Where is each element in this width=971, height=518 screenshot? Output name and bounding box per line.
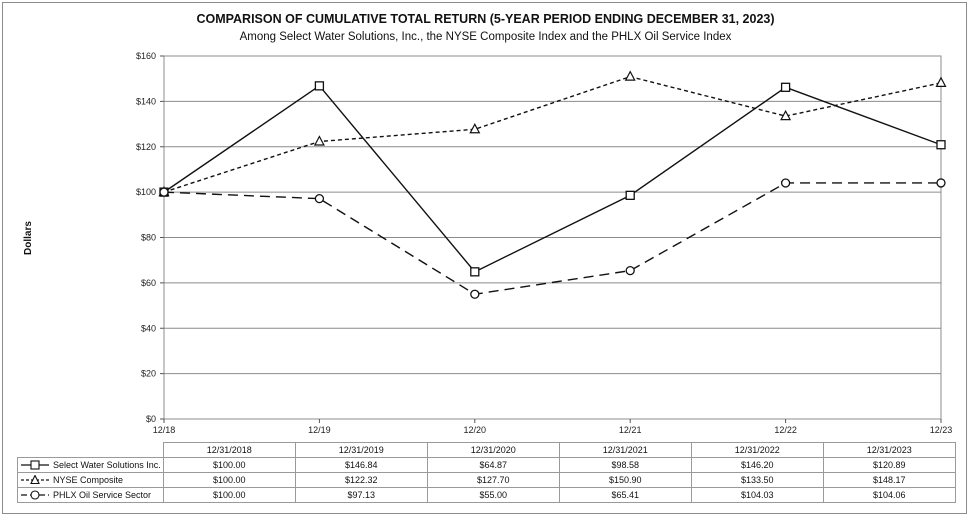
x-tick-label: 12/21 [619,425,642,435]
table-cell: $146.20 [690,457,824,473]
series-1-point [936,140,946,150]
legend-key [21,490,49,500]
chart-subtitle: Among Select Water Solutions, Inc., the … [239,31,732,43]
table-cell: $55.00 [426,487,560,503]
y-tick-label: $160 [136,51,156,61]
y-tick-label: $0 [146,414,156,424]
series-3-point [625,265,635,276]
table-cell: $133.50 [690,472,824,488]
table-column-header: 12/31/2021 [558,442,692,458]
y-tick-label: $100 [136,187,156,197]
table-cell: $146.84 [294,457,428,473]
table-row: NYSE Composite $100.00 $122.32 $127.70 $150.… [17,472,956,488]
table-cell: $104.06 [822,487,956,503]
table-column-header: 12/31/2018 [162,442,296,458]
table-row: PHLX Oil Service Sector $100.00 $97.13 $55.… [17,487,956,503]
legend-label: NYSE Composite [53,474,124,485]
table-column-header: 12/31/2022 [690,442,824,458]
table-corner [18,443,164,458]
series-3-point [314,193,325,204]
series-2-point [935,76,947,87]
series-3-point [780,178,791,188]
table-cell: $104.03 [690,487,824,503]
series-line-1 [163,84,942,273]
data-table: 12/31/2018 12/31/2019 12/31/2020 12/31/2021… [17,442,956,503]
series-3-point [470,289,480,299]
table-cell: $148.17 [822,472,956,488]
legend-key [21,460,49,470]
series-2-point [780,109,792,121]
y-tick-label: $40 [141,323,156,333]
table-column-header: 12/31/2023 [822,442,956,458]
series-1-point [625,190,635,200]
series-1-point [470,267,480,277]
series-line-2 [163,75,942,193]
series-3-point [159,187,169,197]
series-1-point [780,82,791,92]
table-cell: $127.70 [426,472,560,488]
series-1-point [314,81,325,91]
table-cell: $97.13 [294,487,428,503]
legend-label: PHLX Oil Service Sector [53,489,152,500]
table-cell: $150.90 [558,472,692,488]
x-tick-label: 12/22 [774,425,797,435]
series-2-point [469,122,481,134]
series-3-point [936,178,946,188]
series-2-point [313,135,325,146]
x-tick-label: 12/19 [308,425,331,435]
y-tick-label: $20 [141,369,156,379]
y-tick-label: $140 [136,96,156,106]
table-header-row: 12/31/2018 12/31/2019 12/31/2020 12/31/2021… [18,442,956,458]
x-tick-label: 12/23 [930,425,953,435]
table-cell: $122.32 [294,472,428,488]
y-tick-label: $80 [141,233,156,243]
legend-label: Select Water Solutions Inc. [53,459,161,470]
chart-title: COMPARISON OF CUMULATIVE TOTAL RETURN (5… [196,12,775,26]
series-2-point [624,70,636,81]
table-cell: $100.00 [162,487,296,503]
legend-entry: PHLX Oil Service Sector [17,487,164,503]
table-cell: $100.00 [162,472,296,488]
table-cell: $98.58 [558,457,692,473]
table-column-header: 12/31/2019 [294,442,428,458]
x-tick-label: 12/18 [153,425,176,435]
y-tick-label: $60 [141,278,156,288]
x-tick-label: 12/20 [464,425,487,435]
legend-key [21,475,49,485]
table-cell: $65.41 [558,487,692,503]
legend-entry: Select Water Solutions Inc. [17,457,164,473]
series-line-3 [163,182,942,295]
y-tick-label: $120 [136,142,156,152]
table-column-header: 12/31/2020 [426,442,560,458]
table-cell: $64.87 [426,457,560,473]
table-cell: $120.89 [822,457,956,473]
table-cell: $100.00 [162,457,296,473]
legend-entry: NYSE Composite [17,472,164,488]
table-row: Select Water Solutions Inc. $100.00 $146.8… [17,457,956,473]
